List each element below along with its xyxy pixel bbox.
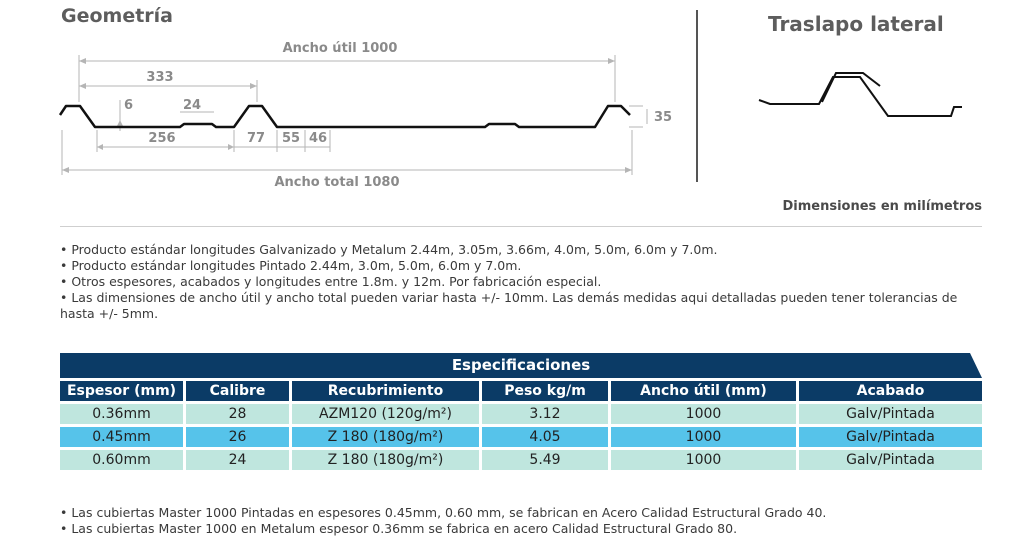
- table-row: 0.36mm 28 AZM120 (120g/m²) 3.12 1000 Gal…: [60, 404, 982, 424]
- header-acabado: Acabado: [799, 381, 982, 401]
- cell-recubrimiento: Z 180 (180g/m²): [292, 427, 479, 447]
- note-item: • Las cubiertas Master 1000 Pintadas en …: [60, 505, 827, 520]
- cell-calibre: 26: [186, 427, 289, 447]
- header-ancho-util: Ancho útil (mm): [611, 381, 796, 401]
- cell-acabado: Galv/Pintada: [799, 427, 982, 447]
- note-item: • Las dimensiones de ancho útil y ancho …: [60, 290, 958, 321]
- cell-peso: 4.05: [482, 427, 608, 447]
- geometry-title: Geometría: [61, 5, 174, 27]
- cell-acabado: Galv/Pintada: [799, 450, 982, 470]
- dim-77: 77: [247, 131, 265, 146]
- traslapo-title: Traslapo lateral: [768, 12, 944, 36]
- cell-peso: 3.12: [482, 404, 608, 424]
- table-row: 0.45mm 26 Z 180 (180g/m²) 4.05 1000 Galv…: [60, 427, 982, 447]
- dim-55: 55: [282, 131, 300, 146]
- cell-calibre: 28: [186, 404, 289, 424]
- notes-bottom: • Las cubiertas Master 1000 Pintadas en …: [60, 505, 980, 537]
- section-divider: [696, 10, 698, 182]
- dim-24: 24: [183, 98, 201, 113]
- cell-recubrimiento: Z 180 (180g/m²): [292, 450, 479, 470]
- cell-ancho-util: 1000: [611, 404, 796, 424]
- note-item: • Producto estándar longitudes Pintado 2…: [60, 258, 522, 273]
- header-peso: Peso kg/m: [482, 381, 608, 401]
- dim-ancho-total: Ancho total 1080: [274, 175, 399, 190]
- note-item: • Producto estándar longitudes Galvaniza…: [60, 242, 718, 257]
- header-recubrimiento: Recubrimiento: [292, 381, 479, 401]
- cell-espesor: 0.60mm: [60, 450, 183, 470]
- traslapo-diagram: [758, 72, 962, 117]
- section-rule: [60, 226, 982, 227]
- dim-ancho-util: Ancho útil 1000: [283, 41, 398, 56]
- spec-header-row: Espesor (mm) Calibre Recubrimiento Peso …: [60, 381, 982, 401]
- cell-calibre: 24: [186, 450, 289, 470]
- cell-recubrimiento: AZM120 (120g/m²): [292, 404, 479, 424]
- spec-banner: Especificaciones: [60, 353, 982, 378]
- dim-46: 46: [309, 131, 327, 146]
- note-item: • Las cubiertas Master 1000 en Metalum e…: [60, 521, 738, 536]
- header-calibre: Calibre: [186, 381, 289, 401]
- units-note: Dimensiones en milímetros: [782, 199, 983, 214]
- profile-diagram: Ancho útil 1000 333 6 24 256 77 55 46 35…: [58, 41, 672, 190]
- spec-title: Especificaciones: [451, 356, 591, 374]
- dim-6: 6: [124, 98, 133, 113]
- cell-espesor: 0.36mm: [60, 404, 183, 424]
- cell-ancho-util: 1000: [611, 450, 796, 470]
- spec-table-container: Especificaciones Espesor (mm) Calibre Re…: [60, 353, 982, 473]
- dim-256: 256: [148, 131, 175, 146]
- table-row: 0.60mm 24 Z 180 (180g/m²) 5.49 1000 Galv…: [60, 450, 982, 470]
- cell-peso: 5.49: [482, 450, 608, 470]
- cell-acabado: Galv/Pintada: [799, 404, 982, 424]
- spec-table: Espesor (mm) Calibre Recubrimiento Peso …: [57, 378, 985, 473]
- cell-espesor: 0.45mm: [60, 427, 183, 447]
- dim-333: 333: [146, 70, 173, 85]
- dim-35: 35: [654, 110, 672, 125]
- cell-ancho-util: 1000: [611, 427, 796, 447]
- note-item: • Otros espesores, acabados y longitudes…: [60, 274, 602, 289]
- notes-top: • Producto estándar longitudes Galvaniza…: [60, 242, 980, 322]
- header-espesor: Espesor (mm): [60, 381, 183, 401]
